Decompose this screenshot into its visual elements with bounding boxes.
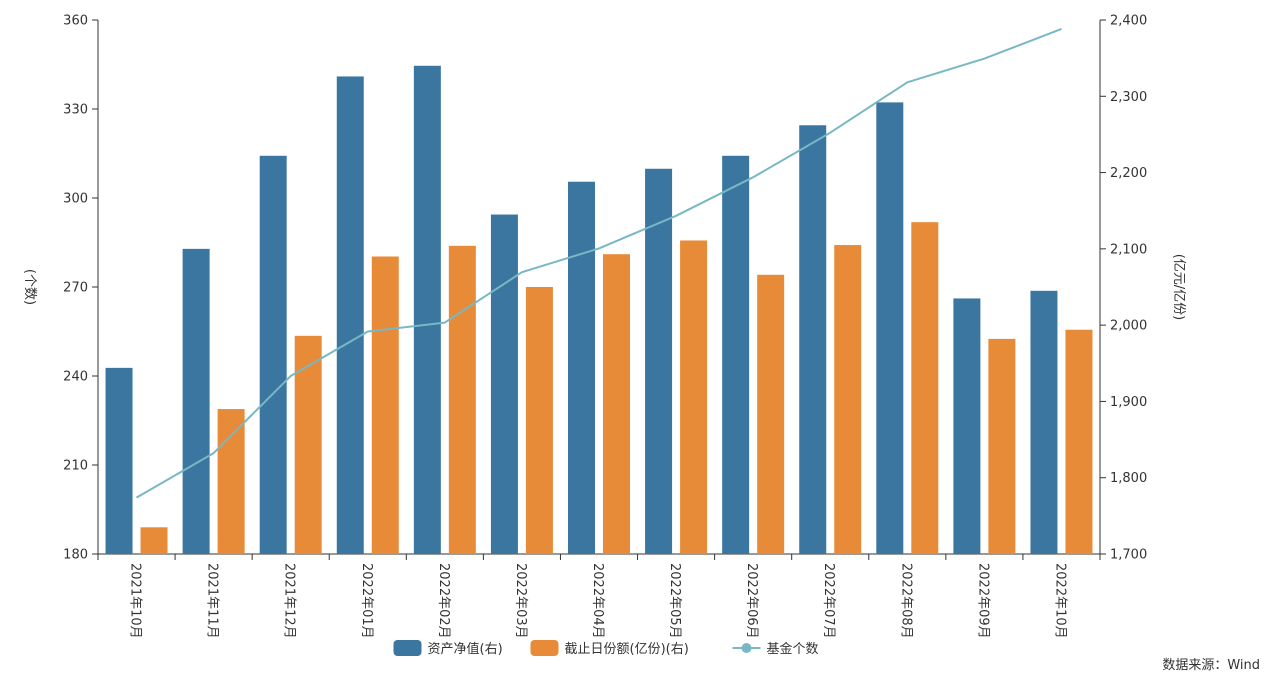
right-tick-label: 1,800 (1110, 471, 1147, 486)
left-tick-label: 180 (63, 548, 88, 563)
legend-item: 资产净值(右) (393, 640, 503, 657)
right-tick-label: 2,300 (1110, 90, 1147, 105)
right-tick-label: 2,100 (1110, 242, 1147, 257)
bar (603, 254, 630, 554)
left-tick-label: 210 (63, 459, 88, 474)
bar (834, 245, 862, 555)
bar (413, 65, 441, 555)
legend-item: 基金个数 (732, 641, 819, 657)
left-tick-label: 300 (63, 192, 88, 207)
legend-label: 截止日份额(亿份)(右) (565, 642, 689, 657)
bar (140, 527, 168, 554)
left-axis-title: (个数) (22, 269, 37, 305)
left-tick-label: 270 (63, 281, 88, 296)
legend-swatch (530, 640, 559, 656)
legend-item: 截止日份额(亿份)(右) (530, 640, 689, 657)
bar (911, 222, 939, 554)
bar (757, 274, 785, 554)
bar (1065, 329, 1093, 554)
right-axis-title: (亿元/亿份) (1171, 254, 1186, 321)
bar (953, 298, 981, 554)
x-tick-label: 2021年10月 (128, 563, 143, 639)
bar (182, 248, 210, 554)
bar (645, 168, 673, 554)
bar (294, 335, 322, 554)
x-tick-label: 2022年05月 (667, 563, 682, 639)
x-tick-label: 2021年11月 (205, 563, 220, 639)
bar-series-1 (140, 222, 1093, 555)
right-tick-label: 2,400 (1110, 14, 1147, 29)
x-tick-label: 2022年03月 (513, 563, 528, 639)
bar (799, 125, 827, 554)
bar (105, 367, 133, 554)
bar (568, 181, 595, 554)
x-tick-label: 2022年08月 (898, 563, 913, 639)
right-tick-label: 1,700 (1110, 548, 1147, 563)
x-tick-label: 2022年02月 (436, 563, 451, 639)
x-tick-label: 2022年10月 (1052, 563, 1067, 639)
x-tick-label: 2022年06月 (744, 563, 759, 639)
bar (722, 155, 750, 554)
source-note: 数据来源：Wind (1162, 658, 1260, 673)
bar (371, 256, 399, 554)
bar (988, 338, 1016, 554)
x-tick-label: 2022年07月 (821, 563, 836, 639)
bar (1030, 290, 1058, 554)
bar (259, 155, 287, 554)
legend-swatch (393, 640, 422, 656)
bar (336, 76, 364, 555)
right-tick-label: 2,200 (1110, 166, 1147, 181)
left-tick-label: 330 (63, 103, 88, 118)
x-tick-label: 2022年09月 (975, 563, 990, 639)
bar (680, 240, 708, 555)
x-tick-label: 2022年01月 (359, 563, 374, 639)
x-axis-ticks: 2021年10月 2021年11月 2021年12月 2022年01月 2022年02月… (97, 554, 1101, 639)
left-tick-label: 240 (63, 370, 88, 385)
bar (448, 245, 476, 554)
line-series-0 (136, 27, 1062, 499)
bar-series-0 (105, 65, 1058, 555)
right-tick-label: 2,000 (1110, 319, 1147, 334)
left-axis-ticks: 180 210 240 270 300 330 360 (63, 14, 98, 563)
legend-label: 基金个数 (767, 641, 819, 657)
bar (217, 409, 245, 554)
bar (876, 102, 904, 554)
right-axis-ticks: 1,700 1,800 1,900 2,000 2,100 2,200 2,300 2,400 (1100, 14, 1147, 563)
x-tick-label: 2022年04月 (590, 563, 605, 639)
legend: 资产净值(右) 截止日份额(亿份)(右) 基金个数 (393, 640, 819, 657)
bar (490, 214, 518, 554)
right-tick-label: 1,900 (1110, 395, 1147, 410)
legend-marker (741, 643, 752, 653)
left-tick-label: 360 (63, 14, 88, 29)
legend-label: 资产净值(右) (428, 641, 503, 657)
x-tick-label: 2021年12月 (282, 563, 297, 639)
bar (525, 287, 553, 554)
